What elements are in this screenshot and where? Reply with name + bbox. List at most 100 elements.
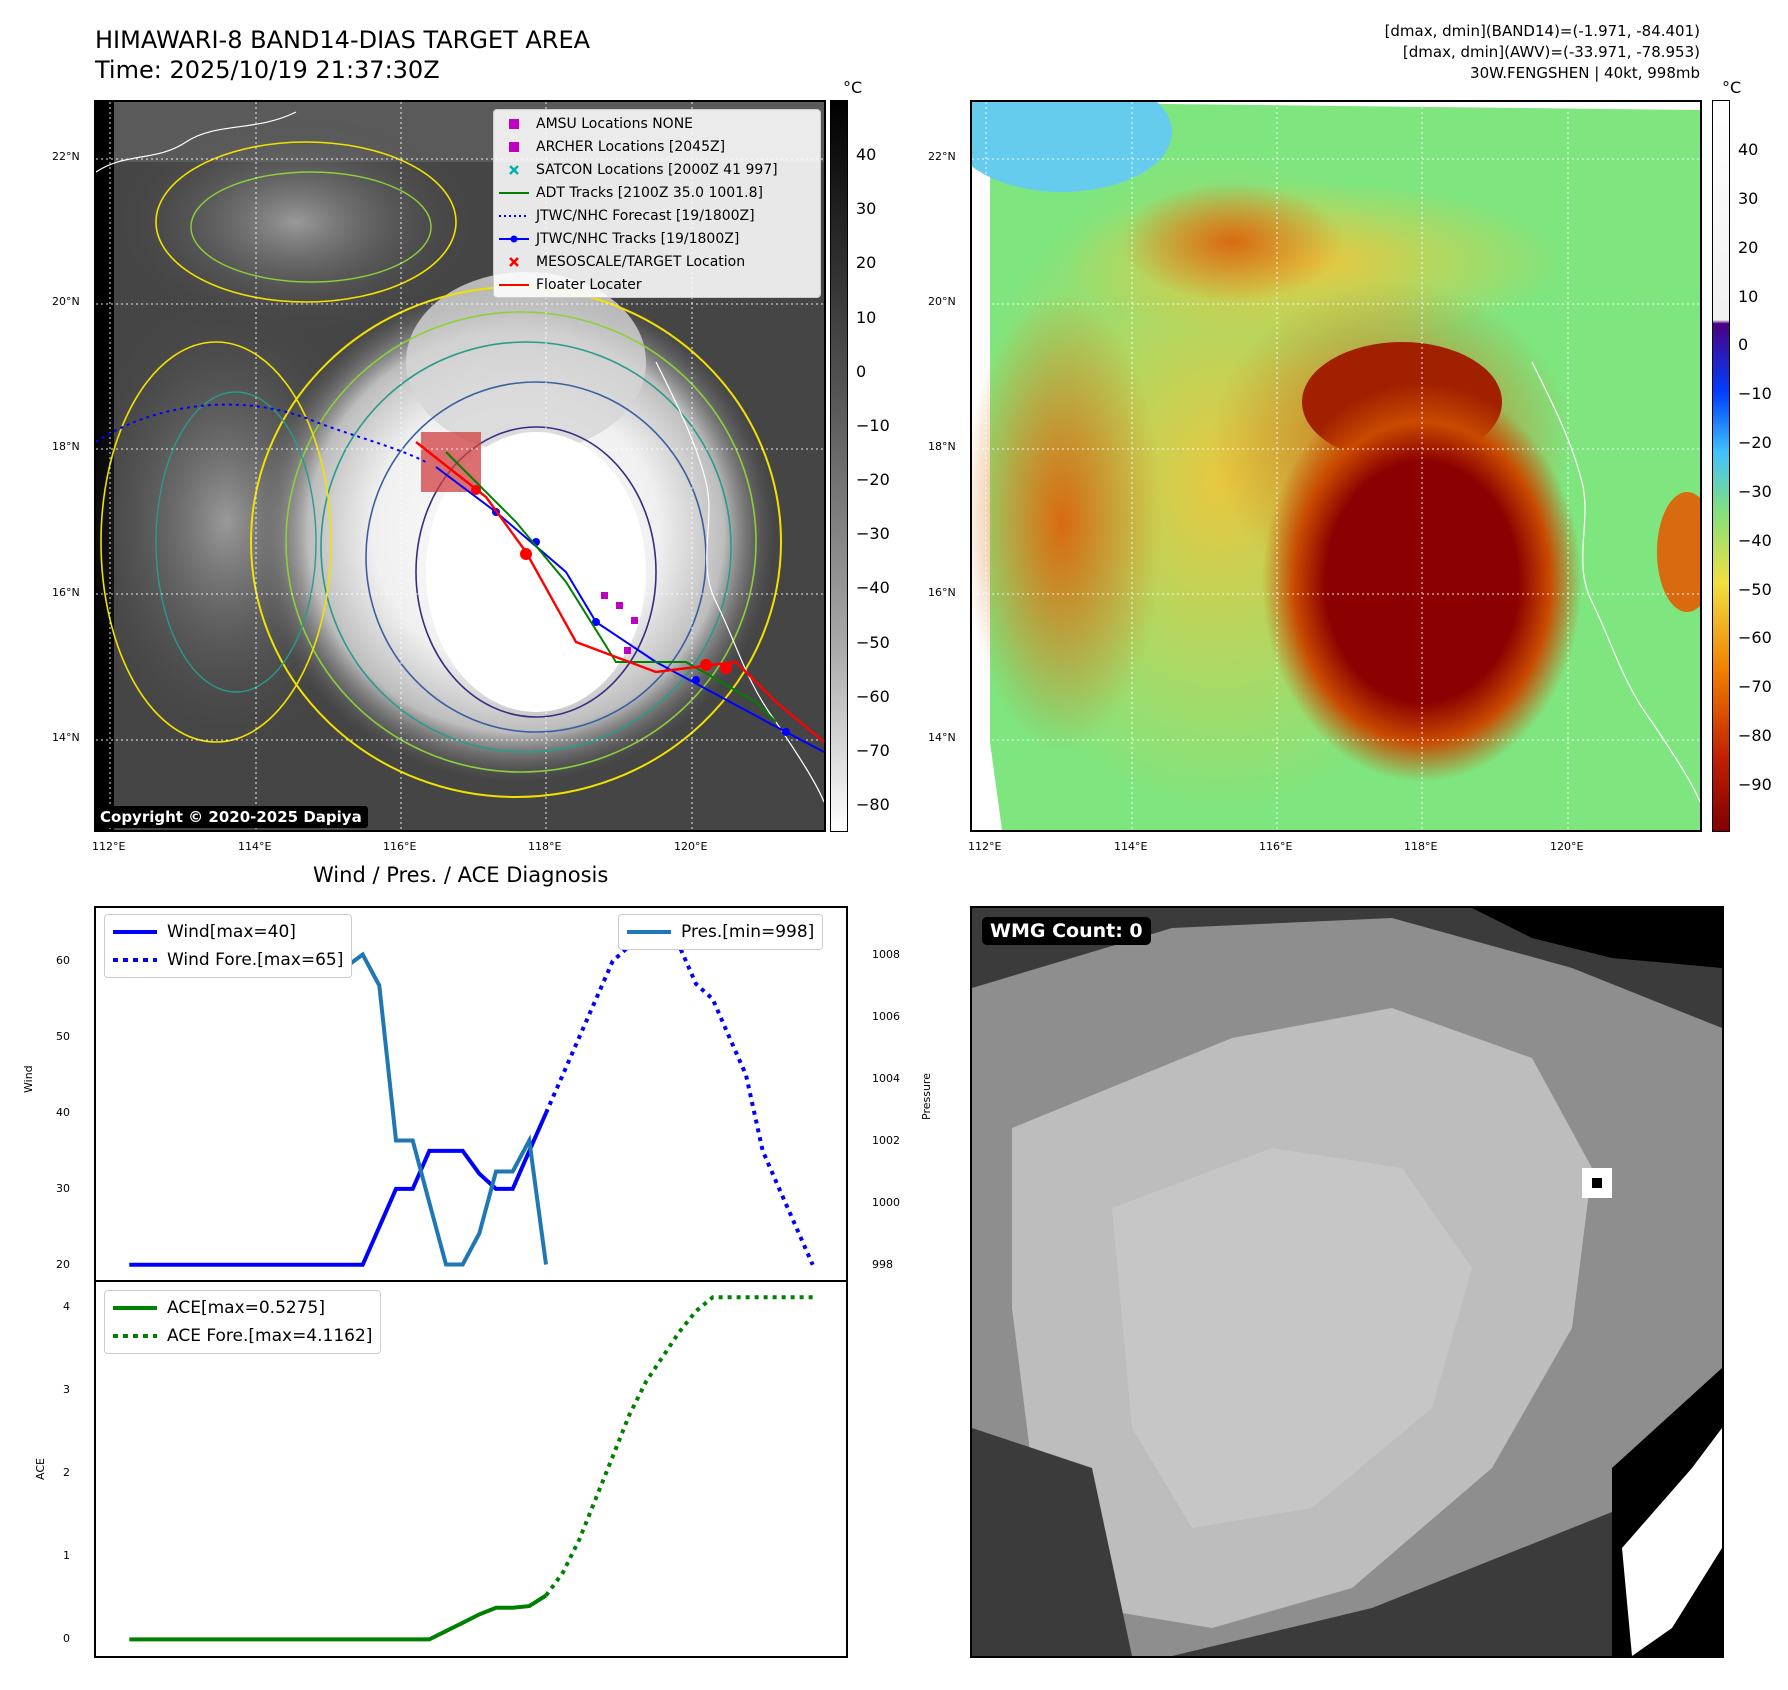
ace-tick-label: 3: [63, 1383, 70, 1397]
wind-tick-label: 20: [56, 1257, 70, 1271]
ace-axis-label: ACE: [34, 1458, 47, 1480]
x-marker-icon: [498, 164, 530, 175]
colorbar-tick-label: −50: [1738, 579, 1772, 599]
lat-label: 14°N: [52, 731, 80, 744]
colorbar-tick-label: 40: [1738, 140, 1759, 159]
colorbar-tick-label: 30: [1738, 188, 1759, 208]
line-marker-icon: [498, 191, 530, 195]
solid-line-icon: [627, 930, 671, 934]
legend-label: JTWC/NHC Forecast [19/1800Z]: [536, 207, 755, 224]
dotted-line-icon: [113, 1334, 157, 1338]
legend-label: ACE Fore.[max=4.1162]: [167, 1326, 373, 1346]
line-marker-icon: [498, 283, 530, 287]
colorbar-tick-label: −80: [1738, 726, 1772, 746]
lat-label: 16°N: [52, 586, 80, 599]
lon-label: 116°E: [383, 840, 417, 853]
ace-tick-label: 0: [63, 1632, 70, 1646]
wind-tick-label: 60: [56, 954, 70, 968]
ace-tick-label: 1: [63, 1549, 70, 1563]
ace-tick-label: 4: [63, 1299, 70, 1313]
pressure-tick-label: 998: [872, 1257, 893, 1271]
legend-item-wind: Wind[max=40]: [113, 918, 343, 946]
colorbar-tick-label: 10: [856, 307, 877, 327]
colorbar-tick-label: −70: [856, 740, 890, 760]
legend-item-mesoscale: MESOSCALE/TARGET Location: [498, 250, 816, 273]
series-line: [129, 1112, 548, 1267]
series-line: [544, 1295, 813, 1597]
line-dot-icon: [498, 235, 530, 243]
legend-item-amsu: AMSU Locations NONE: [498, 112, 816, 135]
legend-label: MESOSCALE/TARGET Location: [536, 253, 746, 270]
legend-item-archer: ARCHER Locations [2045Z]: [498, 135, 816, 158]
colorbar-tick-label: −30: [1738, 481, 1772, 501]
colorbar-tick-label: −40: [1738, 530, 1772, 550]
colorbar-tick-label: 20: [856, 253, 877, 273]
wind-axis-label: Wind: [22, 1065, 35, 1093]
legend-item-ace: ACE[max=0.5275]: [113, 1294, 372, 1322]
solid-line-icon: [113, 930, 157, 934]
wmg-count-badge: WMG Count: 0: [982, 917, 1151, 945]
legend-item-tracks: JTWC/NHC Tracks [19/1800Z]: [498, 227, 816, 250]
legend-item-satcon: SATCON Locations [2000Z 41 997]: [498, 158, 816, 181]
square-marker-icon: [498, 141, 530, 152]
colorbar-tick-label: −50: [856, 632, 890, 652]
colorbar-tick-label: −10: [1738, 384, 1772, 404]
ir-imagery: [96, 102, 824, 830]
legend-item-ace-forecast: ACE Fore.[max=4.1162]: [113, 1322, 372, 1350]
legend-label: Pres.[min=998]: [681, 922, 815, 942]
lon-label: 118°E: [528, 840, 562, 853]
colorbar-tick-label: −90: [1738, 775, 1772, 794]
wind-tick-label: 40: [56, 1105, 70, 1119]
ir-colorbar-unit: °C: [843, 78, 863, 97]
legend-label: SATCON Locations [2000Z 41 997]: [536, 161, 778, 178]
lon-label: 120°E: [674, 840, 708, 853]
colorbar-tick-label: −70: [1738, 677, 1772, 697]
lon-label: 120°E: [1550, 840, 1584, 853]
colorbar-tick-label: 30: [856, 199, 877, 219]
awv-imagery: [972, 102, 1700, 830]
colorbar-tick-label: 0: [1738, 335, 1749, 355]
wmg-image-panel: [970, 906, 1724, 1658]
info-awv: [dmax, dmin](AWV)=(-33.971, -78.953): [1402, 43, 1700, 61]
legend-item-pressure: Pres.[min=998]: [627, 918, 814, 946]
legend-label: AMSU Locations NONE: [536, 115, 694, 132]
wind-tick-label: 50: [56, 1030, 70, 1044]
square-marker-icon: [498, 118, 530, 129]
legend-label: ACE[max=0.5275]: [167, 1298, 325, 1318]
legend-label: Wind Fore.[max=65]: [167, 950, 344, 970]
pressure-tick-label: 1002: [872, 1133, 900, 1147]
colorbar-tick-label: −60: [856, 686, 890, 706]
awv-colorbar: [1712, 100, 1730, 832]
lat-label: 16°N: [928, 586, 956, 599]
wind-tick-label: 30: [56, 1181, 70, 1195]
colorbar-tick-label: −20: [1738, 433, 1772, 453]
lat-label: 18°N: [52, 440, 80, 453]
ir-legend: AMSU Locations NONE ARCHER Locations [20…: [493, 109, 821, 298]
series-line: [544, 920, 815, 1266]
lat-label: 22°N: [52, 150, 80, 163]
series-line: [129, 1593, 548, 1642]
ace-plot: [129, 1295, 813, 1642]
colorbar-tick-label: −30: [856, 524, 890, 544]
solid-line-icon: [113, 1306, 157, 1310]
info-storm: 30W.FENGSHEN | 40kt, 998mb: [1470, 64, 1700, 82]
pressure-tick-label: 1000: [872, 1195, 900, 1209]
awv-colorbar-unit: °C: [1722, 78, 1742, 97]
lon-label: 114°E: [238, 840, 272, 853]
dotted-line-icon: [498, 214, 530, 218]
copyright-label: Copyright © 2020-2025 Dapiya: [94, 806, 368, 828]
lat-label: 14°N: [928, 731, 956, 744]
lon-label: 116°E: [1259, 840, 1293, 853]
legend-item-wind-forecast: Wind Fore.[max=65]: [113, 946, 343, 974]
lon-label: 112°E: [92, 840, 126, 853]
dotted-line-icon: [113, 958, 157, 962]
lon-label: 114°E: [1114, 840, 1148, 853]
legend-label: ARCHER Locations [2045Z]: [536, 138, 726, 155]
legend-label: Wind[max=40]: [167, 922, 296, 942]
wmg-imagery: [972, 908, 1722, 1656]
diagnosis-frame: [94, 906, 848, 1658]
colorbar-tick-label: −60: [1738, 628, 1772, 648]
diagnosis-divider: [94, 1280, 848, 1282]
awv-image-panel: [970, 100, 1702, 832]
info-band14: [dmax, dmin](BAND14)=(-1.971, -84.401): [1384, 22, 1700, 40]
